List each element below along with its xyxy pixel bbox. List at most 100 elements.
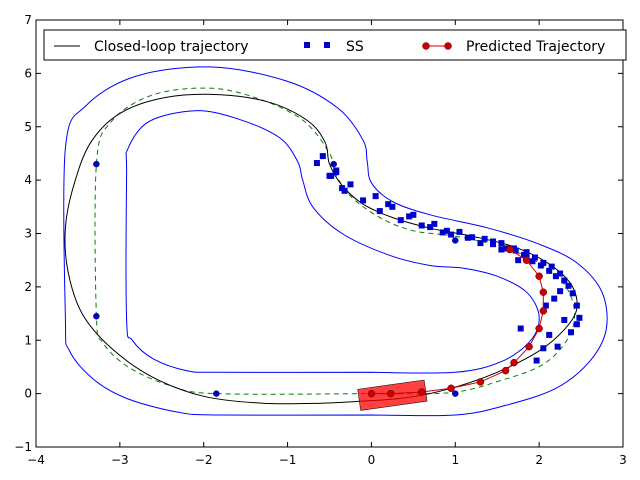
ss-point [464, 234, 471, 241]
ss-point [551, 295, 558, 302]
ss-point [418, 222, 425, 229]
ss-point [477, 240, 484, 247]
ss-point [569, 290, 576, 297]
ss-point [561, 316, 568, 323]
ss-point [439, 229, 446, 236]
x-tick-label: −1 [279, 453, 297, 467]
predicted-trajectory-point [417, 388, 426, 396]
track-marker [452, 390, 459, 397]
y-tick-label: 3 [24, 227, 32, 241]
ss-point [540, 345, 547, 352]
track-marker [213, 390, 220, 397]
ss-point [456, 228, 463, 235]
predicted-trajectory-point [539, 288, 548, 296]
ss-point [554, 343, 561, 350]
ss-point [443, 227, 450, 234]
legend-ss-swatch-2 [324, 42, 330, 48]
y-tick-label: 0 [24, 387, 32, 401]
ss-point [372, 193, 379, 200]
ss-point [410, 211, 417, 218]
ss-point [521, 251, 528, 258]
predicted-trajectory-point [535, 272, 543, 280]
track-marker [452, 237, 459, 244]
y-tick-label: 2 [24, 280, 32, 294]
legend-predicted-label: Predicted Trajectory [466, 39, 605, 55]
ss-point [531, 254, 538, 261]
x-tick-label: 1 [451, 453, 459, 467]
ss-point [552, 273, 559, 280]
ss-point [326, 172, 333, 179]
ss-point [431, 220, 438, 227]
track-outer-boundary [63, 66, 608, 417]
ss-point [347, 181, 354, 188]
ss-point [389, 203, 396, 210]
axis-ticks: −4 −3 −2 −1 0 1 2 3 −1 0 1 2 3 4 5 6 7 [14, 13, 627, 467]
predicted-trajectory-point [367, 389, 376, 398]
ss-point [546, 331, 553, 338]
predicted-trajectory-point [525, 342, 533, 351]
track-marker [93, 312, 100, 320]
ss-point [546, 267, 553, 274]
ss-point [502, 245, 509, 252]
ss-point [333, 169, 340, 176]
ss-point [360, 197, 367, 204]
ss-point [341, 187, 348, 194]
x-tick-label: 3 [619, 453, 627, 467]
predicted-trajectory-point [535, 324, 543, 333]
ss-point [512, 247, 519, 254]
predicted-trajectory-point [447, 384, 455, 393]
ss-point [557, 270, 564, 277]
ss-point [481, 235, 488, 242]
ss-point [548, 263, 555, 270]
track-marker [93, 160, 100, 168]
legend-ss-label: SS [346, 39, 364, 55]
y-tick-label: 5 [24, 120, 32, 134]
ss-point [573, 302, 580, 309]
track-inner-boundary [125, 110, 540, 374]
ss-point [515, 257, 522, 264]
y-tick-label: 4 [24, 173, 32, 187]
ss-point [537, 262, 544, 269]
ss-point [376, 208, 383, 215]
legend-ss-swatch-1 [304, 42, 310, 48]
ss-point [561, 277, 568, 284]
ss-point [406, 213, 413, 220]
ss-point [313, 160, 320, 167]
legend-predicted-swatch-marker-1 [422, 42, 430, 50]
y-tick-label: −1 [14, 440, 32, 454]
y-tick-label: 1 [24, 333, 32, 347]
closed-loop-trajectory-line [64, 93, 578, 405]
legend-predicted-swatch-marker-2 [444, 42, 452, 50]
x-tick-label: −4 [27, 453, 45, 467]
ss-point [542, 302, 549, 309]
ss-point [533, 357, 540, 364]
ss-point [498, 246, 505, 253]
track-marker [330, 160, 337, 168]
predicted-trajectory-point [510, 358, 518, 367]
ss-point [565, 282, 572, 289]
ss-point [385, 201, 392, 208]
ss-point [517, 325, 524, 332]
y-tick-label: 6 [24, 66, 32, 80]
ss-point [576, 314, 583, 321]
ss-point [397, 217, 404, 224]
predicted-trajectory-point [501, 366, 510, 375]
x-tick-label: 0 [368, 453, 376, 467]
ss-point [448, 231, 455, 238]
plot-area [63, 66, 608, 417]
ss-point [573, 321, 580, 328]
ss-point [568, 329, 575, 336]
legend-closed-loop-label: Closed-loop trajectory [94, 39, 249, 55]
ss-point [427, 224, 434, 231]
predicted-trajectory-point [476, 378, 485, 386]
predicted-trajectory-point [506, 245, 514, 254]
x-tick-label: −2 [195, 453, 213, 467]
predicted-trajectory-point [539, 307, 548, 315]
ss-point [319, 153, 326, 160]
legend-box [43, 29, 627, 61]
x-tick-label: −3 [111, 453, 129, 467]
ss-point [557, 288, 564, 295]
y-tick-label: 7 [24, 13, 32, 27]
